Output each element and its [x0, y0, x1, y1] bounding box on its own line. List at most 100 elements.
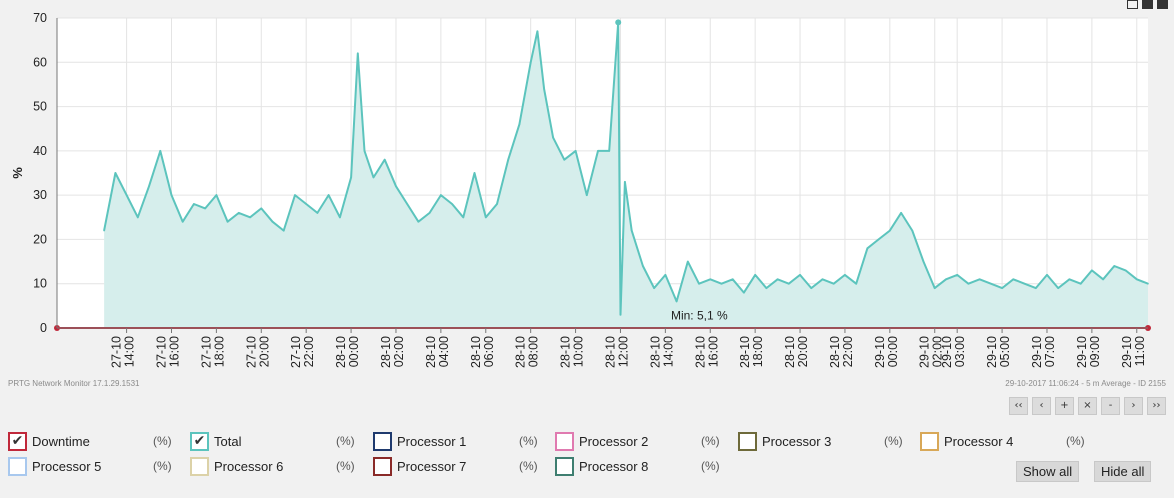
- window-icon[interactable]: [1127, 0, 1138, 9]
- total-data-point: [585, 194, 588, 196]
- max-marker: [615, 19, 622, 26]
- checkmark-icon: ✔: [193, 432, 206, 449]
- total-data-point: [282, 229, 285, 232]
- legend-unit: (%): [336, 459, 355, 473]
- total-data-point: [249, 216, 251, 219]
- x-tick-time: 18:00: [751, 336, 765, 367]
- legend-item-processor-1[interactable]: Processor 1: [373, 431, 466, 451]
- show-all-button[interactable]: Show all: [1016, 461, 1080, 482]
- x-tick-time: 14:00: [661, 336, 675, 367]
- legend-checkbox[interactable]: [920, 431, 939, 451]
- legend-checkbox[interactable]: [555, 431, 574, 451]
- legend-item-total[interactable]: ✔ Total: [190, 431, 241, 451]
- legend-checkbox[interactable]: [190, 456, 209, 476]
- total-data-point: [357, 52, 359, 55]
- nav-first-button[interactable]: ‹‹: [1009, 397, 1028, 415]
- total-data-point: [372, 176, 375, 179]
- total-data-point: [193, 203, 195, 205]
- total-data-point: [327, 194, 330, 196]
- zoom-out-button[interactable]: -: [1101, 397, 1120, 415]
- x-tick-date: 28-10: [334, 336, 348, 368]
- legend-label: Processor 7: [397, 458, 467, 474]
- nav-prev-button[interactable]: ‹: [1032, 397, 1051, 415]
- x-tick-date: 29-10: [940, 336, 954, 368]
- total-data-point: [417, 220, 420, 223]
- zoom-in-button[interactable]: +: [1055, 397, 1074, 415]
- total-series-line: [103, 21, 1149, 316]
- y-tick-label: 20: [33, 232, 47, 246]
- x-tick-time: 10:00: [572, 336, 586, 367]
- total-data-point: [754, 274, 756, 276]
- x-tick-time: 20:00: [257, 336, 271, 367]
- legend-checkbox[interactable]: ✔: [190, 431, 209, 451]
- x-tick-time: 14:00: [123, 336, 137, 367]
- x-tick-date: 28-10: [738, 336, 752, 368]
- legend-item-processor-4[interactable]: Processor 4: [920, 431, 1013, 451]
- legend-unit: (%): [884, 434, 903, 448]
- total-data-point: [226, 220, 229, 223]
- total-data-point: [1034, 287, 1037, 289]
- legend-checkbox[interactable]: ✔: [8, 431, 27, 451]
- legend-unit: (%): [519, 459, 538, 473]
- legend-checkbox[interactable]: [738, 431, 757, 451]
- legend-checkbox[interactable]: [8, 456, 27, 476]
- legend-item-processor-3[interactable]: Processor 3: [738, 431, 831, 451]
- total-data-point: [484, 216, 487, 219]
- total-data-point: [624, 181, 626, 183]
- save-icon[interactable]: [1142, 0, 1153, 9]
- total-data-point: [799, 274, 801, 276]
- total-data-point: [159, 150, 162, 152]
- x-tick-time: 20:00: [796, 336, 810, 367]
- y-tick-label: 10: [33, 277, 47, 291]
- x-tick-time: 12:00: [616, 336, 630, 367]
- legend-checkbox[interactable]: [373, 456, 392, 476]
- total-data-point: [395, 185, 397, 188]
- legend-item-processor-6[interactable]: Processor 6: [190, 456, 283, 476]
- reset-button[interactable]: ×: [1078, 397, 1097, 415]
- x-tick-time: 11:00: [1133, 336, 1147, 366]
- min-annotation: Min: 5,1 %: [671, 308, 728, 322]
- total-data-point: [462, 216, 465, 219]
- legend-checkbox[interactable]: [555, 456, 574, 476]
- total-data-point: [536, 30, 539, 33]
- y-tick-label: 60: [33, 55, 47, 69]
- x-tick-time: 03:00: [953, 336, 967, 367]
- total-data-point: [788, 282, 790, 285]
- floppy-icon[interactable]: [1157, 0, 1168, 9]
- x-tick-date: 28-10: [828, 336, 842, 368]
- legend-label: Processor 5: [32, 458, 102, 474]
- nav-next-button[interactable]: ›: [1124, 397, 1143, 415]
- x-tick-date: 27-10: [244, 336, 258, 368]
- legend-item-downtime[interactable]: ✔ Downtime: [8, 431, 90, 451]
- total-data-point: [181, 220, 184, 223]
- legend-item-processor-5[interactable]: Processor 5: [8, 456, 101, 476]
- legend-item-processor-8[interactable]: Processor 8: [555, 456, 648, 476]
- legend-label: Processor 8: [579, 458, 649, 474]
- x-tick-date: 28-10: [514, 336, 528, 368]
- total-data-point: [743, 291, 745, 294]
- total-data-point: [507, 158, 510, 161]
- x-tick-time: 02:00: [931, 336, 945, 367]
- total-area-fill: [104, 22, 1149, 329]
- total-data-point: [855, 282, 857, 285]
- total-data-point: [642, 265, 644, 267]
- legend-item-processor-2[interactable]: Processor 2: [555, 431, 648, 451]
- total-data-point: [271, 220, 274, 223]
- nav-last-button[interactable]: ››: [1147, 397, 1166, 415]
- total-data-point: [552, 136, 554, 139]
- total-data-point: [1147, 282, 1149, 285]
- total-data-point: [990, 282, 992, 285]
- x-tick-date: 29-10: [1030, 336, 1044, 368]
- legend-unit: (%): [701, 459, 720, 473]
- x-tick-date: 28-10: [648, 336, 662, 368]
- x-tick-time: 08:00: [527, 336, 541, 367]
- chart-toolbar: [1127, 0, 1168, 9]
- total-data-point: [619, 313, 622, 316]
- legend-label: Processor 6: [214, 458, 284, 474]
- legend-checkbox[interactable]: [373, 431, 392, 451]
- total-data-point: [543, 88, 545, 90]
- legend-item-processor-7[interactable]: Processor 7: [373, 456, 466, 476]
- hide-all-button[interactable]: Hide all: [1094, 461, 1152, 482]
- total-data-point: [866, 247, 869, 250]
